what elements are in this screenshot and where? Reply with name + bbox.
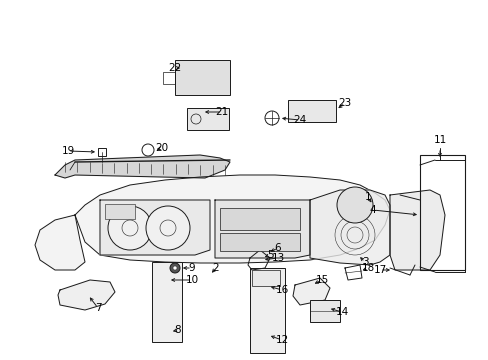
Bar: [175, 60, 229, 95]
Bar: [98, 148, 106, 156]
Polygon shape: [389, 190, 444, 270]
Polygon shape: [55, 155, 229, 178]
Polygon shape: [58, 280, 115, 310]
Text: 17: 17: [373, 265, 386, 275]
Text: 22: 22: [168, 63, 181, 73]
Circle shape: [336, 187, 372, 223]
Bar: [152, 262, 182, 342]
Text: 11: 11: [432, 135, 446, 145]
Text: 5: 5: [266, 250, 273, 260]
Circle shape: [170, 263, 180, 273]
Polygon shape: [215, 200, 309, 258]
Text: 10: 10: [185, 275, 198, 285]
Text: 1: 1: [364, 192, 370, 202]
Bar: [251, 270, 280, 286]
Text: 8: 8: [174, 325, 181, 335]
Text: 18: 18: [361, 263, 374, 273]
Text: 2: 2: [212, 263, 219, 273]
Polygon shape: [292, 278, 329, 305]
Text: 16: 16: [275, 285, 288, 295]
Polygon shape: [309, 190, 389, 265]
Text: 13: 13: [271, 253, 284, 263]
Bar: [220, 208, 299, 230]
Bar: [419, 155, 464, 270]
Text: 14: 14: [335, 307, 348, 317]
Bar: [105, 204, 135, 219]
Bar: [309, 300, 339, 322]
Circle shape: [146, 206, 190, 250]
Text: 4: 4: [369, 205, 376, 215]
Circle shape: [173, 266, 177, 270]
Text: 9: 9: [188, 263, 195, 273]
Text: 23: 23: [338, 98, 351, 108]
Text: 12: 12: [275, 335, 288, 345]
Bar: [220, 233, 299, 251]
Circle shape: [108, 206, 152, 250]
Text: 21: 21: [215, 107, 228, 117]
Polygon shape: [35, 215, 85, 270]
Bar: [186, 108, 228, 130]
Text: 15: 15: [315, 275, 328, 285]
Text: 7: 7: [95, 303, 101, 313]
Bar: [163, 72, 175, 84]
Text: 6: 6: [274, 243, 281, 253]
Text: 24: 24: [293, 115, 306, 125]
Bar: [287, 100, 335, 122]
Text: 20: 20: [155, 143, 168, 153]
Polygon shape: [100, 200, 209, 255]
Text: 3: 3: [361, 257, 367, 267]
Bar: [249, 268, 285, 353]
Text: 19: 19: [61, 146, 75, 156]
Polygon shape: [75, 175, 389, 263]
